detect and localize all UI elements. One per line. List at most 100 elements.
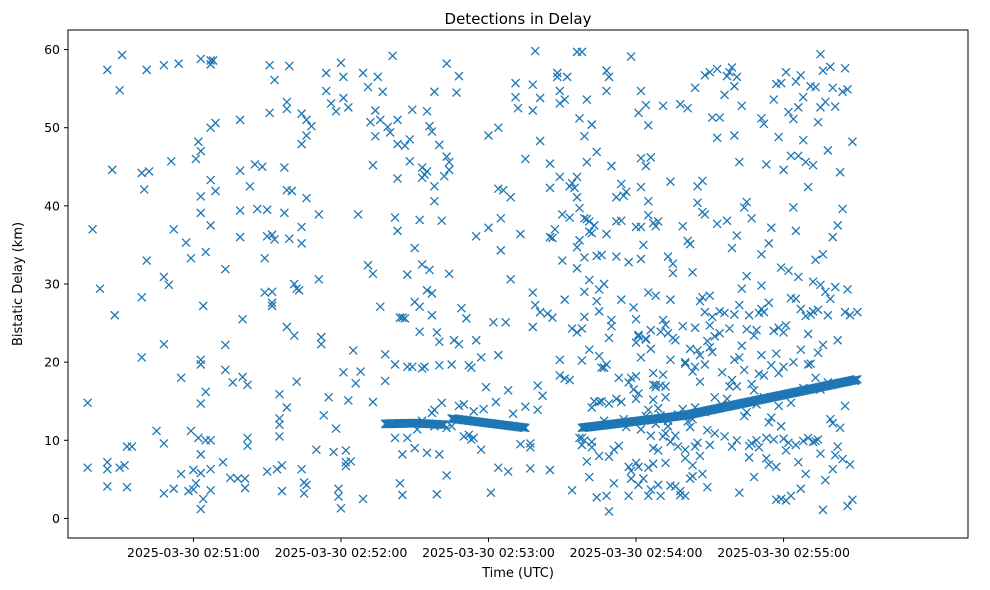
data-point — [737, 101, 747, 111]
data-point — [808, 306, 818, 316]
data-point — [661, 392, 671, 402]
data-point — [545, 465, 555, 475]
data-point — [680, 453, 690, 463]
data-point — [835, 423, 845, 433]
data-point — [843, 84, 852, 94]
data-point — [749, 331, 759, 341]
data-point — [668, 268, 678, 278]
data-point — [634, 462, 643, 472]
data-point — [695, 451, 705, 461]
data-point — [425, 121, 434, 131]
data-point — [845, 310, 855, 320]
data-point — [279, 163, 289, 173]
data-point — [673, 442, 683, 452]
data-point — [592, 296, 602, 306]
data-point — [764, 460, 774, 469]
data-point — [198, 301, 208, 311]
data-point — [282, 104, 292, 114]
data-point — [284, 234, 294, 244]
data-point — [624, 257, 634, 267]
data-point — [535, 93, 545, 103]
data-point — [663, 252, 673, 262]
data-point — [828, 418, 838, 428]
data-point — [658, 315, 668, 325]
data-point — [771, 349, 781, 359]
data-point — [533, 381, 543, 391]
data-point — [137, 292, 147, 302]
data-point — [766, 223, 776, 233]
data-point — [397, 313, 407, 323]
data-point — [665, 295, 675, 305]
data-point — [611, 252, 621, 262]
data-point — [798, 92, 808, 102]
data-point — [737, 284, 747, 294]
data-point — [587, 120, 597, 130]
data-point — [137, 353, 147, 362]
data-point — [528, 80, 538, 90]
data-point — [338, 93, 348, 103]
data-point — [375, 115, 385, 125]
data-point — [415, 215, 425, 225]
data-point — [415, 327, 425, 337]
data-point — [567, 485, 577, 495]
data-point — [520, 423, 530, 433]
data-point — [429, 87, 439, 97]
data-point — [766, 360, 776, 370]
data-point — [235, 166, 245, 176]
data-point — [466, 363, 476, 373]
data-point — [784, 107, 793, 117]
data-point — [688, 267, 698, 277]
data-point — [658, 101, 668, 111]
data-point — [634, 330, 643, 340]
data-point — [279, 208, 289, 218]
data-point — [577, 356, 587, 366]
data-point — [594, 451, 604, 461]
data-point — [422, 448, 432, 458]
data-point — [122, 482, 132, 492]
data-point — [196, 468, 206, 478]
data-point — [476, 445, 486, 455]
data-point — [434, 337, 444, 347]
data-point — [508, 409, 518, 419]
data-point — [700, 360, 710, 369]
data-point — [206, 175, 216, 185]
data-point — [742, 197, 752, 207]
data-point — [653, 403, 663, 413]
data-point — [742, 407, 752, 417]
data-point — [302, 480, 311, 490]
data-point — [705, 342, 715, 352]
data-point — [343, 395, 353, 405]
data-point — [744, 453, 754, 462]
data-point — [693, 345, 702, 355]
chart-title: Detections in Delay — [445, 10, 592, 28]
data-point — [186, 426, 196, 436]
data-point — [626, 474, 636, 484]
data-point — [390, 433, 400, 443]
data-point — [570, 183, 580, 193]
data-point — [552, 72, 562, 82]
data-point — [685, 239, 695, 249]
data-point — [680, 357, 690, 367]
data-point — [702, 336, 712, 346]
data-point — [776, 494, 786, 504]
data-point — [732, 435, 742, 445]
data-point — [493, 184, 503, 194]
data-point — [725, 381, 734, 391]
data-point — [196, 208, 206, 218]
data-point — [769, 435, 779, 444]
data-point — [545, 183, 555, 193]
data-point — [756, 249, 766, 259]
data-point — [405, 156, 415, 166]
data-point — [825, 414, 835, 424]
data-point — [636, 254, 646, 264]
data-point — [774, 401, 784, 411]
data-point — [191, 154, 201, 164]
data-point — [560, 374, 570, 384]
data-point — [700, 70, 710, 80]
data-point — [555, 99, 565, 108]
data-point — [429, 196, 439, 206]
data-point — [152, 426, 161, 436]
data-point — [801, 311, 811, 321]
data-point — [314, 274, 324, 284]
data-point — [358, 68, 368, 78]
